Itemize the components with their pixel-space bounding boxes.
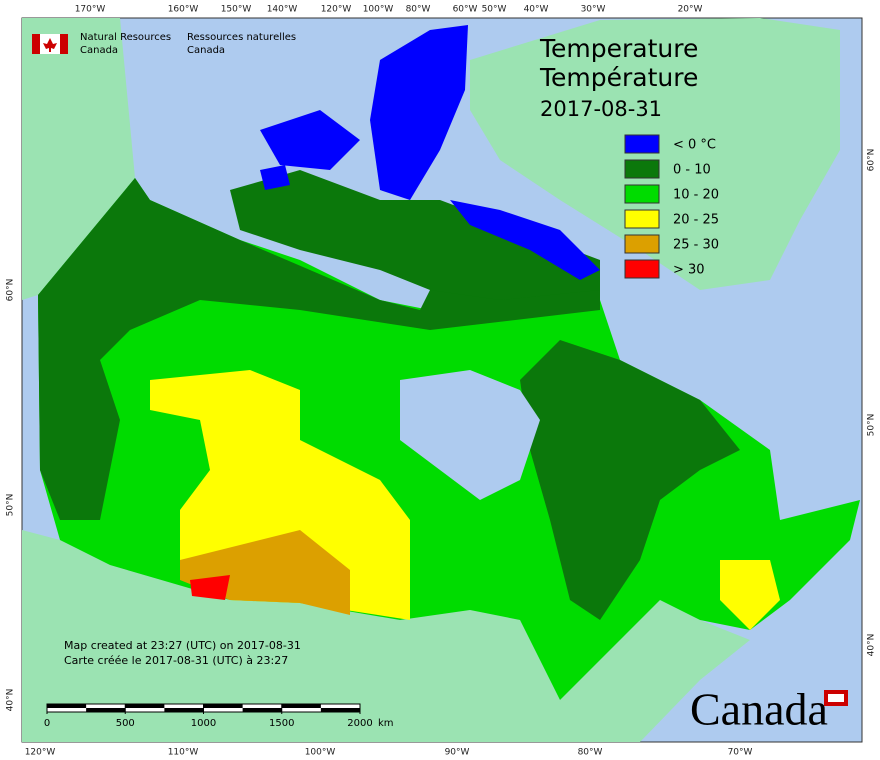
scale-bar-label: 1000	[191, 718, 216, 729]
region	[260, 110, 360, 170]
legend-swatch	[624, 234, 660, 254]
wordmark: Canada	[690, 684, 828, 735]
graticule-label: 80°W	[578, 748, 603, 758]
legend-label: 25 - 30	[673, 238, 719, 253]
credit: Carte créée le 2017-08-31 (UTC) à 23:27	[64, 654, 288, 667]
legend-label: < 0 °C	[673, 138, 716, 153]
legend-swatch	[624, 209, 660, 229]
graticule-label: 60°N	[867, 149, 877, 172]
graticule-label: 100°W	[305, 748, 336, 758]
graticule-label: 20°W	[678, 5, 703, 15]
legend-swatch	[624, 259, 660, 279]
logo-text: Canada	[80, 45, 118, 56]
legend-label: 10 - 20	[673, 188, 719, 203]
region	[520, 340, 740, 620]
region	[38, 178, 600, 520]
region	[190, 575, 230, 600]
hudson-bay	[400, 370, 540, 500]
graticule-label: 110°W	[168, 748, 199, 758]
credit: Map created at 23:27 (UTC) on 2017-08-31	[64, 639, 301, 652]
scale-bar-label: 1500	[269, 718, 294, 729]
region	[720, 560, 780, 630]
graticule-label: 50°N	[867, 414, 877, 437]
flag-bar	[32, 34, 40, 54]
scale-bar-segment	[86, 708, 126, 712]
graticule-label: 90°W	[445, 748, 470, 758]
legend-label: 0 - 10	[673, 163, 711, 178]
legend-label: 20 - 25	[673, 213, 719, 228]
scale-bar-label: 500	[116, 718, 135, 729]
graticule-label: 170°W	[75, 5, 106, 15]
legend-swatch	[624, 134, 660, 154]
title: Temperature	[539, 34, 698, 63]
title: Température	[539, 63, 698, 92]
region	[260, 165, 290, 190]
region	[450, 200, 600, 280]
graticule-label: 100°W	[363, 5, 394, 15]
graticule-label: 80°W	[406, 5, 431, 15]
scale-bar-label: 2000	[347, 718, 372, 729]
scale-bar-segment	[125, 704, 165, 708]
graticule-label: 120°W	[25, 748, 56, 758]
graticule-label: 140°W	[267, 5, 298, 15]
logo-text: Ressources naturelles	[187, 32, 296, 43]
scale-bar-unit: km	[378, 718, 394, 729]
legend-swatch	[624, 159, 660, 179]
graticule-label: 30°W	[581, 5, 606, 15]
maple-leaf	[43, 38, 57, 52]
wordmark-flag	[824, 690, 848, 706]
scale-bar-segment	[164, 708, 204, 712]
scale-bar-segment	[47, 704, 87, 708]
legend-swatch	[624, 184, 660, 204]
flag-bar	[60, 34, 68, 54]
graticule-label: 60°N	[6, 279, 16, 302]
scale-bar-segment	[203, 704, 243, 708]
title-date: 2017-08-31	[540, 97, 662, 121]
scale-bar-segment	[242, 708, 282, 712]
logo-text: Natural Resources	[80, 32, 171, 43]
alaska	[22, 18, 135, 300]
graticule-label: 50°W	[482, 5, 507, 15]
greenland	[470, 18, 840, 290]
graticule-label: 40°N	[6, 689, 16, 712]
graticule-label: 150°W	[221, 5, 252, 15]
graticule-label: 40°W	[524, 5, 549, 15]
scale-bar-segment	[281, 704, 321, 708]
graticule-label: 160°W	[168, 5, 199, 15]
region	[230, 170, 600, 300]
scale-bar-label: 0	[44, 718, 50, 729]
logo-text: Canada	[187, 45, 225, 56]
region	[370, 25, 468, 200]
graticule-label: 60°W	[453, 5, 478, 15]
graticule-label: 120°W	[321, 5, 352, 15]
graticule-label: 50°N	[6, 494, 16, 517]
scale-bar-segment	[320, 708, 360, 712]
graticule-label: 70°W	[728, 748, 753, 758]
legend-label: > 30	[673, 263, 705, 278]
usa	[22, 530, 750, 742]
graticule-label: 40°N	[867, 634, 877, 657]
